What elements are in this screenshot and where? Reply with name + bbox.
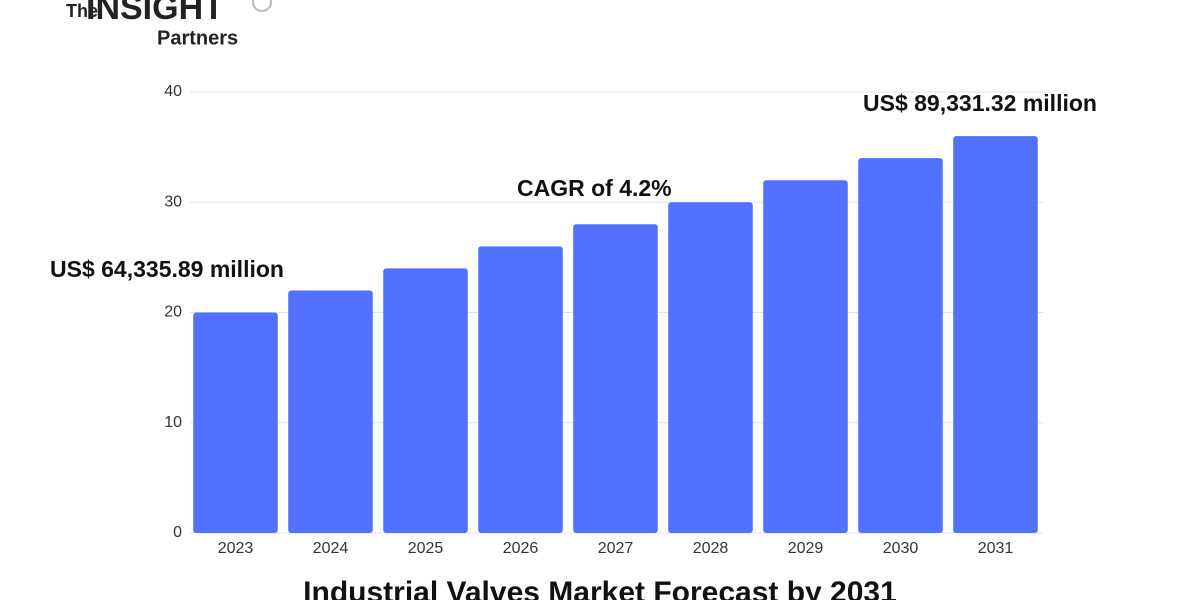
x-tick-label: 2026 xyxy=(503,540,539,557)
bar xyxy=(858,158,943,533)
logo-main: INSIGHT xyxy=(86,0,224,27)
x-tick-label: 2028 xyxy=(693,540,729,557)
x-tick-label: 2023 xyxy=(218,540,254,557)
x-tick-label: 2029 xyxy=(788,540,824,557)
x-tick-label: 2024 xyxy=(313,540,349,557)
logo-top: The xyxy=(66,1,98,21)
bar xyxy=(288,290,373,533)
bar xyxy=(383,268,468,533)
y-tick-label: 30 xyxy=(164,193,182,210)
bar xyxy=(193,312,278,533)
y-tick-label: 20 xyxy=(164,304,182,321)
x-tick-label: 2030 xyxy=(883,540,919,557)
logo: The INSIGHT Partners xyxy=(66,0,272,49)
y-tick-label: 0 xyxy=(173,524,182,541)
logo-sub: Partners xyxy=(157,27,238,49)
bar xyxy=(478,246,563,533)
bar xyxy=(668,202,753,533)
annotation: US$ 64,335.89 million xyxy=(50,256,284,282)
y-tick-label: 40 xyxy=(164,83,182,100)
annotation: CAGR of 4.2% xyxy=(517,175,672,201)
chart-title: Industrial Valves Market Forecast by 203… xyxy=(303,576,897,600)
bar xyxy=(763,180,848,533)
annotation: US$ 89,331.32 million xyxy=(863,90,1097,116)
x-tick-label: 2025 xyxy=(408,540,444,557)
y-tick-label: 10 xyxy=(164,414,182,431)
x-tick-label: 2027 xyxy=(598,540,634,557)
logo-icon xyxy=(252,0,272,12)
bar xyxy=(953,136,1038,533)
bar xyxy=(573,224,658,534)
x-tick-label: 2031 xyxy=(978,540,1014,557)
